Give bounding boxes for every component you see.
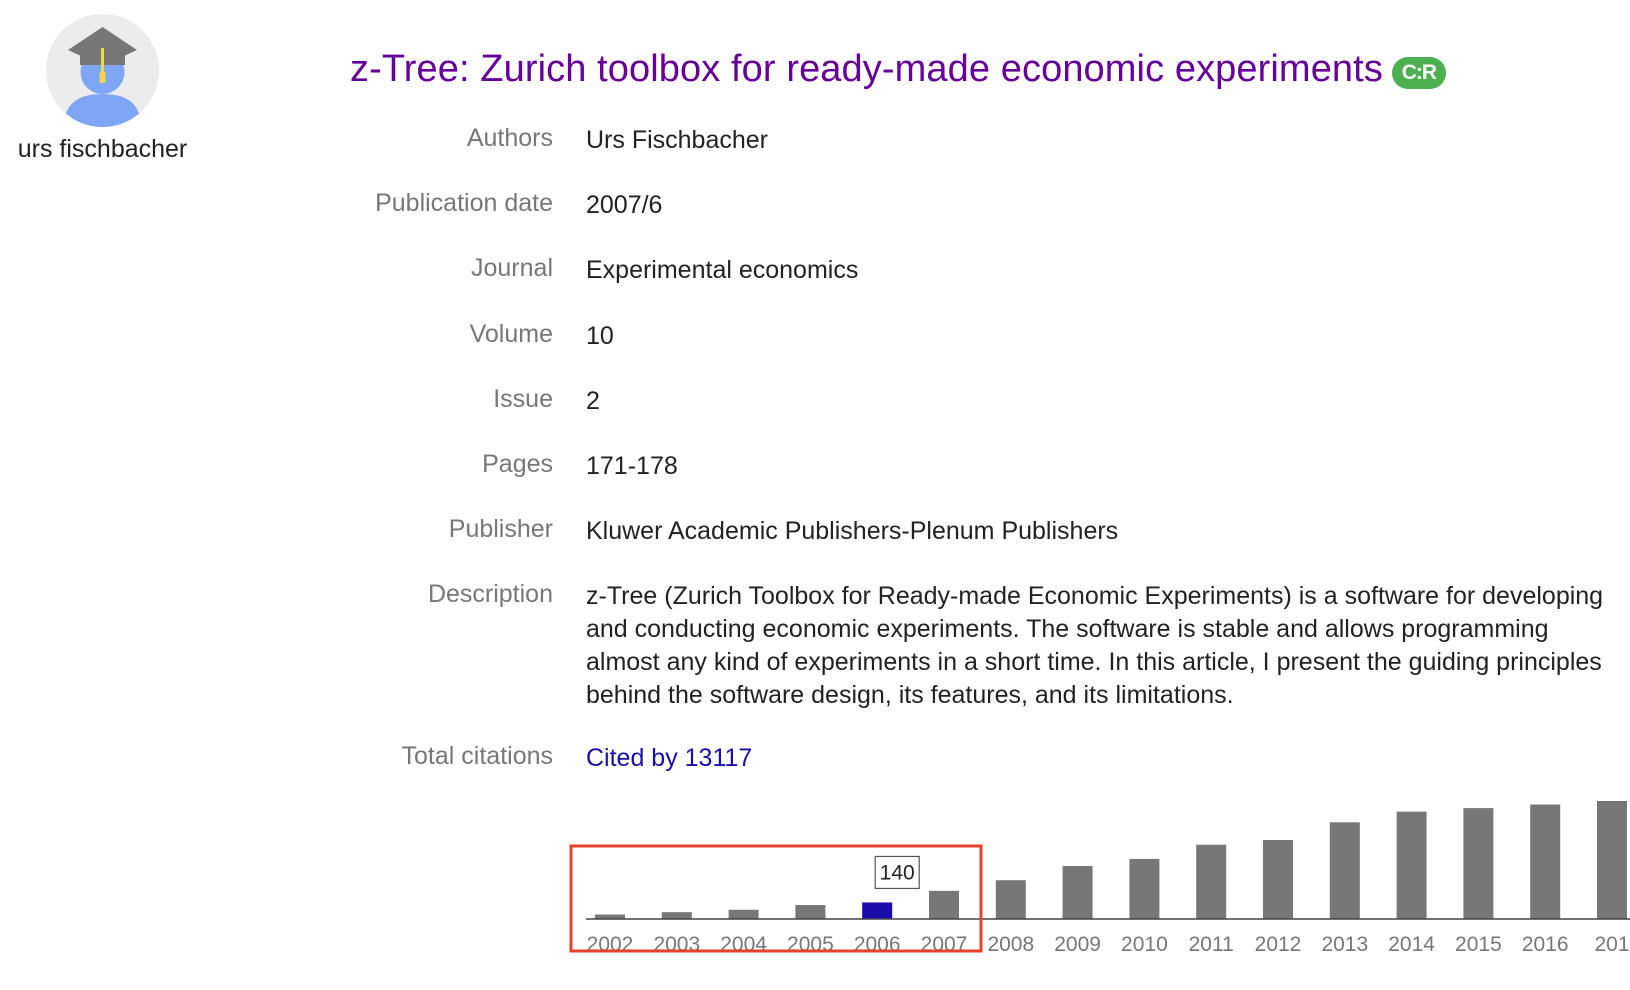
field-label: Journal <box>471 254 553 282</box>
field-value: 2007/6 <box>586 191 663 219</box>
author-profile[interactable]: urs fischbacher <box>0 14 205 164</box>
field-description: Description z-Tree (Zurich Toolbox for R… <box>0 580 1630 720</box>
year-label-2008: 2008 <box>987 933 1034 956</box>
field-total-citations: Total citations Cited by 13117 <box>0 742 1630 776</box>
field-publisher: Publisher Kluwer Academic Publishers-Ple… <box>0 515 1630 549</box>
citations-per-year-chart: 2002 2003 2004 2005 2006 140 2007 2008 2009 2010 2… <box>0 780 1630 990</box>
graduate-avatar-icon[interactable] <box>46 14 159 127</box>
year-label-2014: 2014 <box>1388 933 1435 956</box>
field-label: Publisher <box>448 515 553 543</box>
bar-2002[interactable] <box>595 914 625 919</box>
year-label-201: 201 <box>1594 933 1629 956</box>
tooltip-value: 140 <box>880 861 915 884</box>
field-value: 171-178 <box>586 452 678 480</box>
bar-2005[interactable] <box>795 905 826 919</box>
field-label: Volume <box>469 320 553 348</box>
highlight-annotation-box <box>569 844 983 953</box>
year-label-2009: 2009 <box>1054 933 1101 956</box>
year-label-2005: 2005 <box>787 933 834 956</box>
year-label-2004: 2004 <box>720 933 767 956</box>
year-label-2011: 2011 <box>1189 933 1234 956</box>
year-label-2016: 2016 <box>1522 933 1569 956</box>
citations-chart-svg: 2002 2003 2004 2005 2006 140 2007 2008 2009 2010 2… <box>569 801 1630 956</box>
field-value: Experimental economics <box>586 256 859 284</box>
field-value: 10 <box>586 322 614 350</box>
year-label-2002: 2002 <box>587 933 634 956</box>
field-pages: Pages 171-178 <box>0 450 1630 484</box>
field-label: Issue <box>493 385 553 413</box>
bar-2003[interactable] <box>661 912 692 919</box>
bar-2012[interactable] <box>1263 840 1293 919</box>
bar-2013[interactable] <box>1329 822 1360 919</box>
year-label-2013: 2013 <box>1321 933 1368 956</box>
bar-2009[interactable] <box>1062 866 1093 919</box>
article-title-link[interactable]: z-Tree: Zurich toolbox for ready-made ec… <box>350 48 1383 90</box>
year-label-2007: 2007 <box>921 933 968 956</box>
field-volume: Volume 10 <box>0 320 1630 354</box>
field-value: Urs Fischbacher <box>586 126 768 154</box>
article-title-row: z-Tree: Zurich toolbox for ready-made ec… <box>350 48 1446 91</box>
bar-2011[interactable] <box>1196 844 1227 919</box>
field-value: z-Tree (Zurich Toolbox for Ready-made Ec… <box>586 582 1604 709</box>
profile-name[interactable]: urs fischbacher <box>17 135 188 163</box>
bar-2015[interactable] <box>1463 808 1494 919</box>
field-value: Kluwer Academic Publishers-Plenum Publis… <box>586 517 1119 545</box>
bar-2014[interactable] <box>1396 811 1427 919</box>
cited-by-link[interactable]: Cited by 13117 <box>586 744 753 772</box>
field-label: Total citations <box>401 742 553 770</box>
field-label: Authors <box>466 124 553 152</box>
year-label-2003: 2003 <box>653 933 700 956</box>
tooltip-box <box>874 855 920 890</box>
year-label-2015: 2015 <box>1455 933 1502 956</box>
field-label: Publication date <box>375 189 553 217</box>
field-authors: Authors Urs Fischbacher <box>0 124 1630 158</box>
bar-2016[interactable] <box>1530 804 1561 919</box>
year-label-2006: 2006 <box>854 933 901 956</box>
field-label: Pages <box>482 450 553 478</box>
field-issue: Issue 2 <box>0 385 1630 419</box>
bar-2010[interactable] <box>1129 858 1160 919</box>
bar-2006[interactable] <box>862 902 893 919</box>
bar-2004[interactable] <box>728 909 759 919</box>
field-publication-date: Publication date 2007/6 <box>0 189 1630 223</box>
cr-badge-icon[interactable]: C:R <box>1391 56 1446 89</box>
year-label-2010: 2010 <box>1121 933 1168 956</box>
field-journal: Journal Experimental economics <box>0 254 1630 288</box>
field-label: Description <box>427 580 553 608</box>
year-label-2012: 2012 <box>1255 933 1302 956</box>
bar-2008[interactable] <box>995 880 1026 919</box>
bar-201[interactable] <box>1597 801 1627 919</box>
field-value: 2 <box>586 387 600 415</box>
bar-2007[interactable] <box>929 890 959 919</box>
